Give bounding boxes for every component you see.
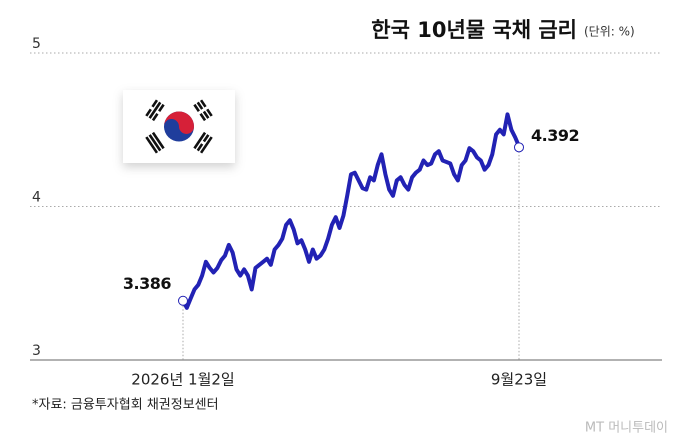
value-label: 3.386 [123, 274, 171, 293]
y-tick-label: 4 [32, 190, 41, 206]
x-tick-label: 2026년 1월2일 [131, 371, 234, 389]
source-note: *자료: 금융투자협회 채권정보센터 [32, 398, 219, 413]
y-tick-label: 3 [32, 343, 41, 359]
chart-title: 한국 10년물 국채 금리 [371, 18, 577, 42]
watermark: MT 머니투데이 [585, 421, 668, 436]
chart-subtitle: (단위: %) [584, 25, 635, 39]
y-tick-label: 5 [32, 36, 41, 52]
x-tick-label: 9월23일 [491, 371, 547, 389]
flag [123, 90, 235, 163]
end-marker [178, 295, 188, 306]
value-label: 4.392 [531, 126, 579, 145]
end-marker [514, 142, 524, 153]
line [181, 112, 521, 310]
